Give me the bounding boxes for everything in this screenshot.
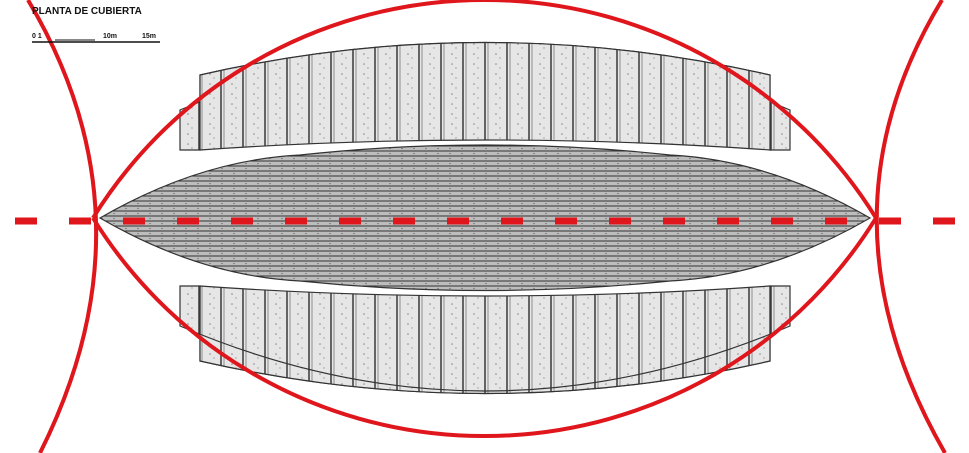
right-arc — [874, 0, 947, 453]
lower-arc — [91, 216, 878, 438]
left-arc — [26, 0, 99, 453]
geometry-overlay — [15, 0, 969, 453]
scale-label: 15m — [142, 33, 156, 40]
scale-label: 0 1 — [32, 33, 42, 40]
scale-label: 10m — [103, 33, 117, 40]
drawing-title: PLANTA DE CUBIERTA — [32, 6, 142, 17]
upper-arc — [91, 0, 878, 220]
roof-plan — [98, 41, 872, 395]
scale-bar: 0 1 10m 15m — [32, 33, 160, 43]
